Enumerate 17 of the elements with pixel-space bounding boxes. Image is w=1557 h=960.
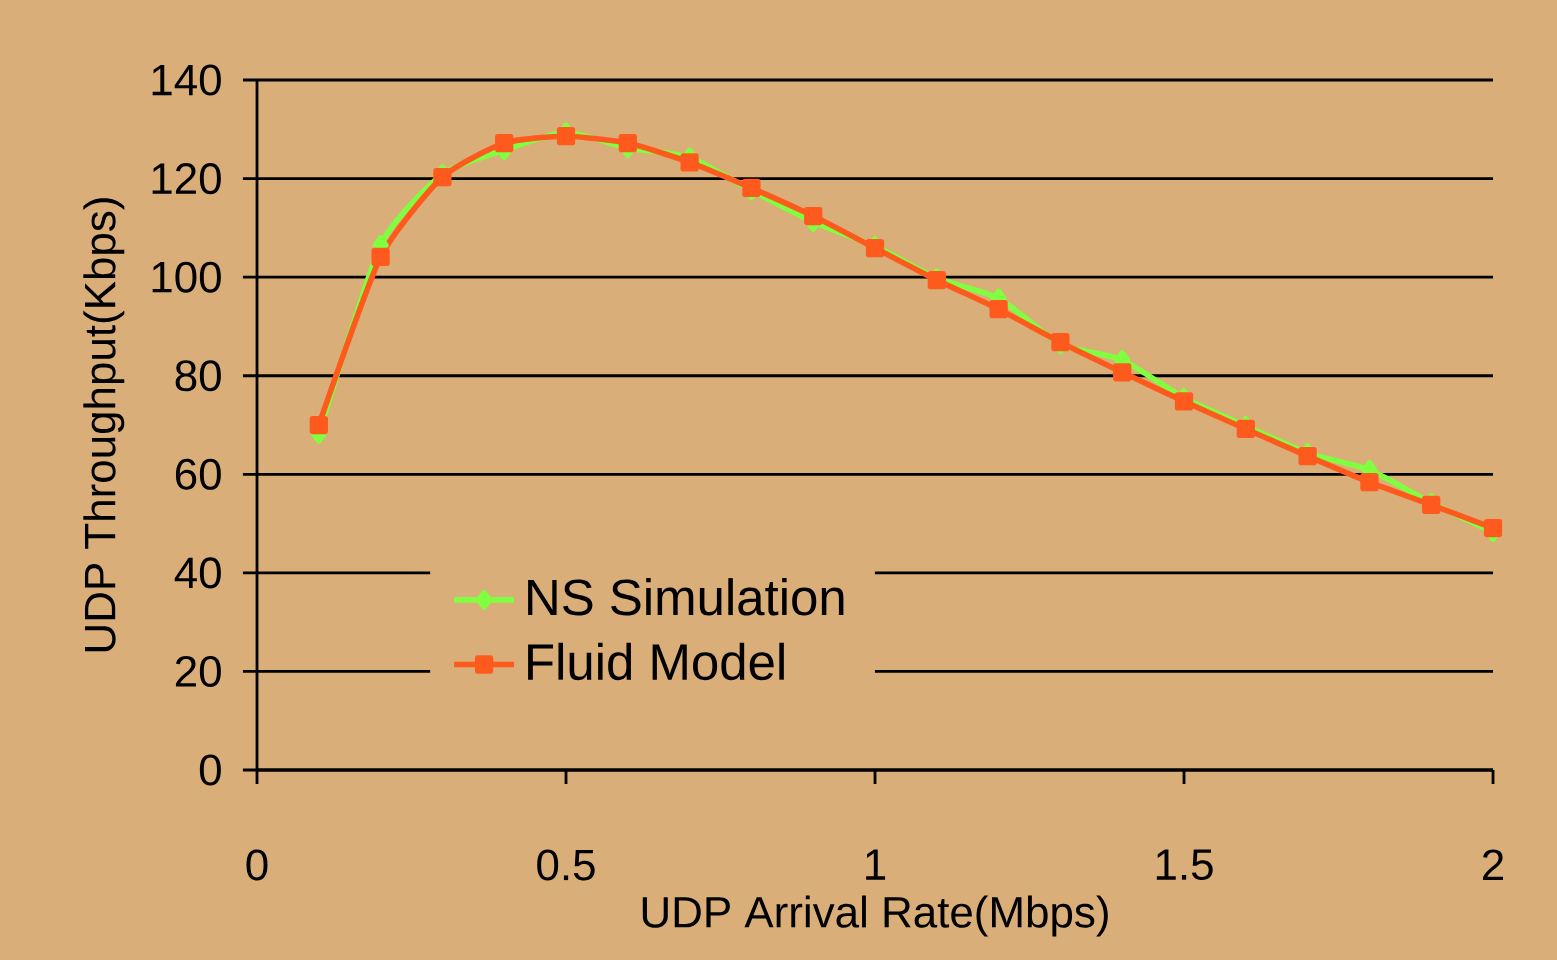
y-tick-label: 60 — [175, 458, 221, 490]
legend-label: NS Simulation — [528, 578, 844, 616]
y-tick-label: 100 — [152, 261, 221, 293]
x-axis-title: UDP Arrival Rate(Mbps) — [642, 895, 1108, 937]
y-tick-label: 120 — [152, 163, 221, 195]
y-tick-label: 80 — [175, 360, 221, 392]
x-tick-label: 0 — [246, 849, 268, 881]
x-tick-label: 1 — [866, 849, 886, 880]
y-tick-label: 40 — [174, 557, 221, 589]
y-axis-title: UDP Throughput(Kbps) — [83, 198, 125, 652]
y-tick-label: 20 — [175, 655, 221, 688]
legend-label: Fluid Model — [528, 642, 784, 681]
x-tick-label: 1.5 — [1156, 849, 1213, 881]
x-tick-label: 0.5 — [537, 849, 595, 881]
y-tick-label: 0 — [199, 754, 221, 786]
y-tick-label: 140 — [152, 64, 221, 96]
x-tick-label: 2 — [1483, 849, 1504, 881]
